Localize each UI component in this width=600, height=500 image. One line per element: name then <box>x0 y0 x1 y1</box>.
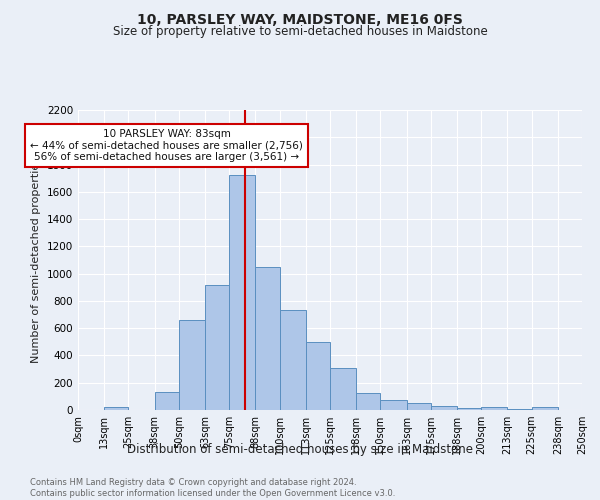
Bar <box>356 393 380 410</box>
Bar <box>229 176 256 410</box>
Bar <box>104 406 128 410</box>
Bar <box>380 400 407 410</box>
Bar <box>431 406 457 410</box>
Bar <box>532 408 558 410</box>
Bar <box>179 320 205 410</box>
Text: Distribution of semi-detached houses by size in Maidstone: Distribution of semi-detached houses by … <box>127 442 473 456</box>
Bar <box>280 310 306 410</box>
Bar <box>155 392 179 410</box>
Bar <box>330 368 356 410</box>
Bar <box>407 403 431 410</box>
Text: 10, PARSLEY WAY, MAIDSTONE, ME16 0FS: 10, PARSLEY WAY, MAIDSTONE, ME16 0FS <box>137 12 463 26</box>
Bar <box>508 408 532 410</box>
Text: Contains HM Land Registry data © Crown copyright and database right 2024.
Contai: Contains HM Land Registry data © Crown c… <box>30 478 395 498</box>
Bar <box>205 284 229 410</box>
Bar <box>481 408 508 410</box>
Text: Size of property relative to semi-detached houses in Maidstone: Size of property relative to semi-detach… <box>113 25 487 38</box>
Text: 10 PARSLEY WAY: 83sqm
← 44% of semi-detached houses are smaller (2,756)
56% of s: 10 PARSLEY WAY: 83sqm ← 44% of semi-deta… <box>30 129 303 162</box>
Bar <box>256 267 280 410</box>
Bar <box>457 408 481 410</box>
Bar <box>306 342 330 410</box>
Y-axis label: Number of semi-detached properties: Number of semi-detached properties <box>31 157 41 363</box>
